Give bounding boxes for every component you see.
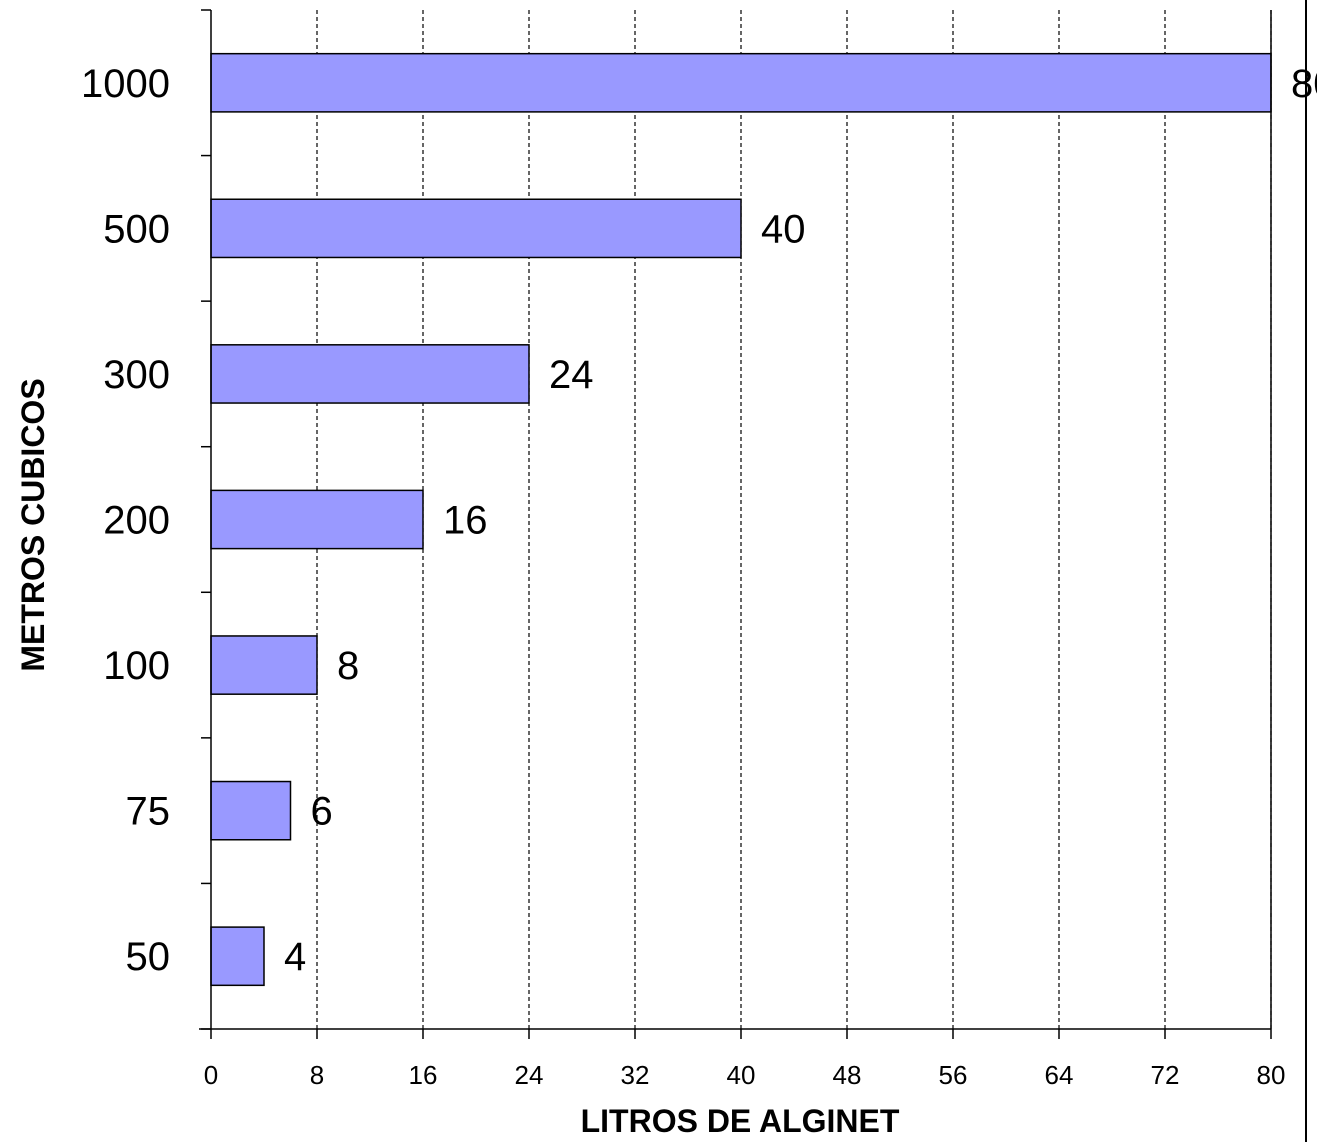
category-label: 75 (126, 790, 171, 834)
axes (199, 9, 1272, 1039)
data-label: 24 (549, 353, 594, 397)
bar-100 (210, 635, 318, 695)
bar-200 (210, 489, 424, 550)
category-label: 200 (103, 499, 170, 543)
data-label: 16 (443, 499, 488, 543)
x-tick-label: 72 (1151, 1060, 1180, 1090)
x-tick-label: 8 (310, 1060, 324, 1090)
bar-300 (210, 344, 530, 404)
bar-50 (210, 926, 265, 987)
x-axis-title: LITROS DE ALGINET (581, 1103, 900, 1139)
x-tick-label: 64 (1045, 1060, 1074, 1090)
bar-500 (210, 198, 742, 259)
x-tick-label: 40 (727, 1060, 756, 1090)
x-tick-label: 56 (939, 1060, 968, 1090)
category-labels: 1000 500 300 200 100 75 50 (81, 62, 170, 979)
x-tick-labels: 0 8 16 24 32 40 48 56 64 72 80 (204, 1060, 1286, 1090)
y-axis-title: METROS CUBICOS (15, 378, 51, 671)
category-label: 300 (103, 353, 170, 397)
x-tick-label: 0 (204, 1060, 218, 1090)
category-label: 50 (126, 935, 171, 979)
bar-75 (210, 780, 292, 841)
data-label: 8 (337, 644, 359, 688)
x-tick-label: 24 (515, 1060, 544, 1090)
category-label: 500 (103, 207, 170, 251)
x-tick-label: 48 (833, 1060, 862, 1090)
data-label: 80 (1291, 62, 1317, 106)
data-label: 6 (311, 790, 333, 834)
x-tick-label: 16 (409, 1060, 438, 1090)
data-label: 4 (284, 935, 306, 979)
data-label: 40 (761, 207, 806, 251)
x-tick-label: 80 (1257, 1060, 1286, 1090)
grid-lines (316, 10, 1272, 1029)
x-tick-label: 32 (621, 1060, 650, 1090)
category-label: 100 (103, 644, 170, 688)
category-label: 1000 (81, 62, 170, 106)
bar-1000 (210, 52, 1272, 113)
value-labels: 80 40 24 16 8 6 4 (284, 62, 1317, 979)
